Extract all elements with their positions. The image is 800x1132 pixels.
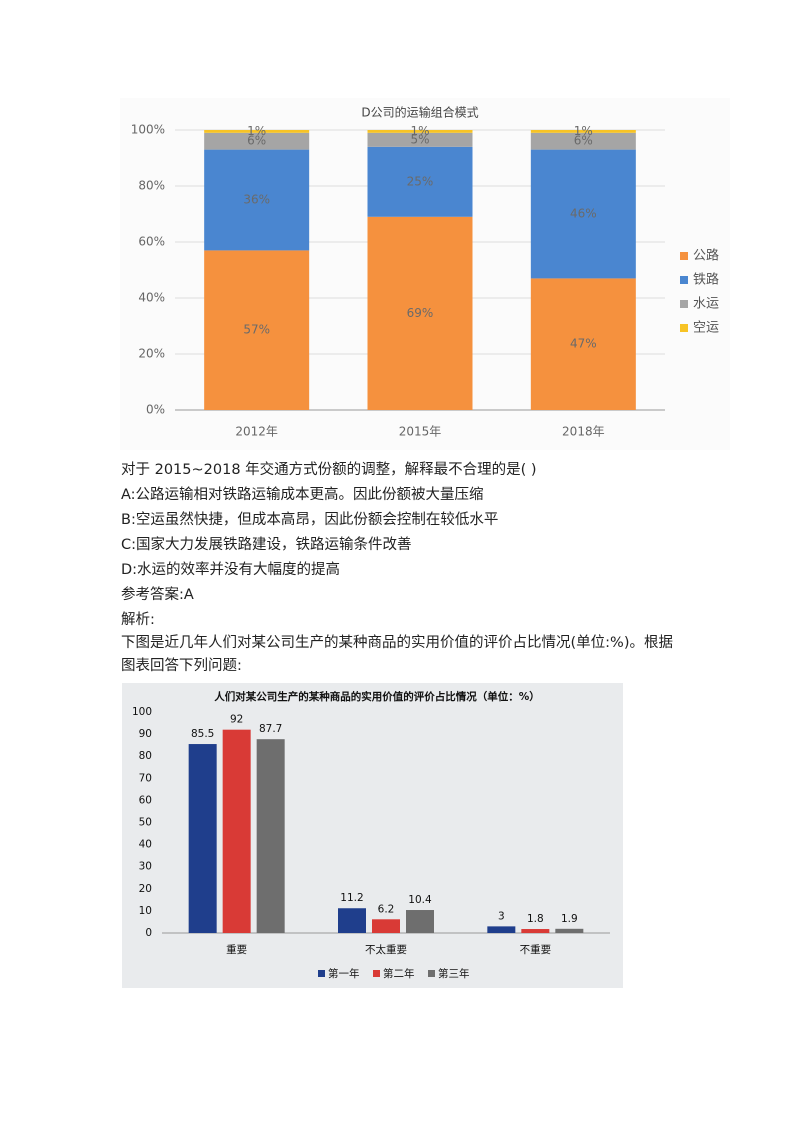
y-tick-label: 60	[139, 794, 152, 806]
bar-segment	[367, 130, 473, 133]
bar-segment	[367, 216, 473, 410]
data-label: 11.2	[340, 892, 363, 904]
data-label: 25%	[407, 174, 434, 188]
option: A:公路运输相对铁路运输成本更高。因此份额被大量压缩	[121, 487, 484, 503]
option: D:水运的效率并没有大幅度的提高	[121, 562, 341, 578]
chart-1: D公司的运输组合模式 0% 20% 40% 60% 80% 100% 2012年 57% 36%…	[120, 98, 730, 450]
data-label: 5%	[410, 132, 429, 146]
y-tick-label: 50	[139, 817, 152, 829]
y-tick-label: 100	[132, 706, 152, 718]
option: B:空运虽然快捷，但成本高昂，因此份额会控制在较低水平	[121, 512, 499, 528]
bar-segment	[367, 132, 473, 147]
data-label: 1%	[410, 124, 429, 138]
legend-swatch	[373, 970, 380, 977]
y-tick-label: 20	[139, 883, 152, 895]
data-label: 1.8	[527, 913, 544, 925]
x-tick-label: 2018年	[562, 425, 605, 439]
bar-segment	[530, 278, 636, 410]
bar	[406, 910, 434, 933]
question: 对于 2015~2018 年交通方式份额的调整，解释最不合理的是( )	[121, 462, 537, 478]
legend-swatch	[680, 252, 688, 260]
data-label: 1%	[247, 124, 266, 138]
data-label: 1.9	[561, 913, 578, 925]
data-label: 6%	[247, 134, 266, 148]
bar	[188, 744, 217, 933]
x-tick-label: 2015年	[399, 425, 442, 439]
bar-segment	[530, 132, 636, 150]
data-label: 85.5	[191, 728, 214, 740]
data-label: 10.4	[408, 894, 432, 906]
data-label: 47%	[570, 337, 597, 351]
legend-label: 水运	[693, 297, 719, 312]
data-label: 6.2	[378, 903, 395, 915]
legend-label: 第一年	[328, 967, 360, 980]
y-tick-label: 80%	[138, 179, 165, 193]
chart-title: D公司的运输组合模式	[361, 105, 478, 120]
bar-segment	[367, 146, 473, 217]
data-label: 1%	[574, 124, 593, 138]
x-tick-label: 不太重要	[365, 943, 407, 956]
bar	[487, 926, 516, 933]
y-tick-label: 90	[139, 728, 152, 740]
legend-swatch	[680, 276, 688, 284]
y-tick-label: 70	[139, 772, 152, 784]
chart-2: 人们对某公司生产的某种商品的实用价值的评价占比情况（单位：%） 0 10 20 30 4…	[122, 683, 623, 988]
data-label: 92	[230, 714, 243, 726]
chart-title: 人们对某公司生产的某种商品的实用价值的评价占比情况（单位：%）	[214, 690, 540, 703]
bar	[338, 908, 366, 933]
x-tick-label: 重要	[226, 943, 247, 956]
legend-label: 第二年	[383, 967, 415, 980]
data-label: 87.7	[259, 723, 282, 735]
legend-swatch	[680, 324, 688, 332]
y-tick-label: 40%	[138, 291, 165, 305]
x-tick-label: 2012年	[235, 425, 278, 439]
legend-label: 第三年	[438, 967, 470, 980]
y-tick-label: 60%	[138, 235, 165, 249]
y-tick-label: 0	[145, 927, 152, 939]
legend-label: 铁路	[693, 272, 719, 288]
analysis: 解析:	[121, 612, 155, 628]
y-tick-label: 80	[139, 750, 152, 762]
y-tick-label: 30	[139, 861, 152, 873]
bar	[521, 929, 550, 933]
data-label: 6%	[574, 134, 593, 148]
legend-swatch	[428, 970, 435, 977]
data-label: 36%	[243, 193, 270, 207]
bar-segment	[204, 149, 310, 251]
legend-label: 空运	[693, 321, 719, 336]
data-label: 69%	[407, 306, 434, 320]
bar	[555, 928, 584, 933]
legend-swatch	[318, 970, 325, 977]
bar	[222, 729, 251, 933]
bar-segment	[204, 132, 310, 150]
answer: 参考答案:A	[121, 587, 194, 603]
legend-label: 公路	[693, 248, 719, 264]
y-tick-label: 40	[139, 839, 152, 851]
option: C:国家大力发展铁路建设，铁路运输条件改善	[121, 537, 412, 553]
data-label: 57%	[243, 323, 270, 337]
y-tick-label: 20%	[138, 347, 165, 361]
x-tick-label: 不重要	[520, 943, 552, 956]
paragraph: 下图是近几年人们对某公司生产的某种商品的实用价值的评价占比情况(单位:%)。根据…	[121, 635, 673, 674]
bar	[372, 919, 400, 933]
y-tick-label: 10	[139, 905, 152, 917]
bar	[256, 739, 285, 933]
bar-segment	[530, 130, 636, 133]
y-tick-label: 100%	[131, 123, 165, 137]
y-tick-label: 0%	[146, 403, 165, 417]
data-label: 3	[498, 910, 505, 922]
bar-segment	[204, 250, 310, 410]
bar-segment	[530, 149, 636, 279]
bar-segment	[204, 130, 310, 133]
legend-swatch	[680, 300, 688, 308]
data-label: 46%	[570, 207, 597, 221]
